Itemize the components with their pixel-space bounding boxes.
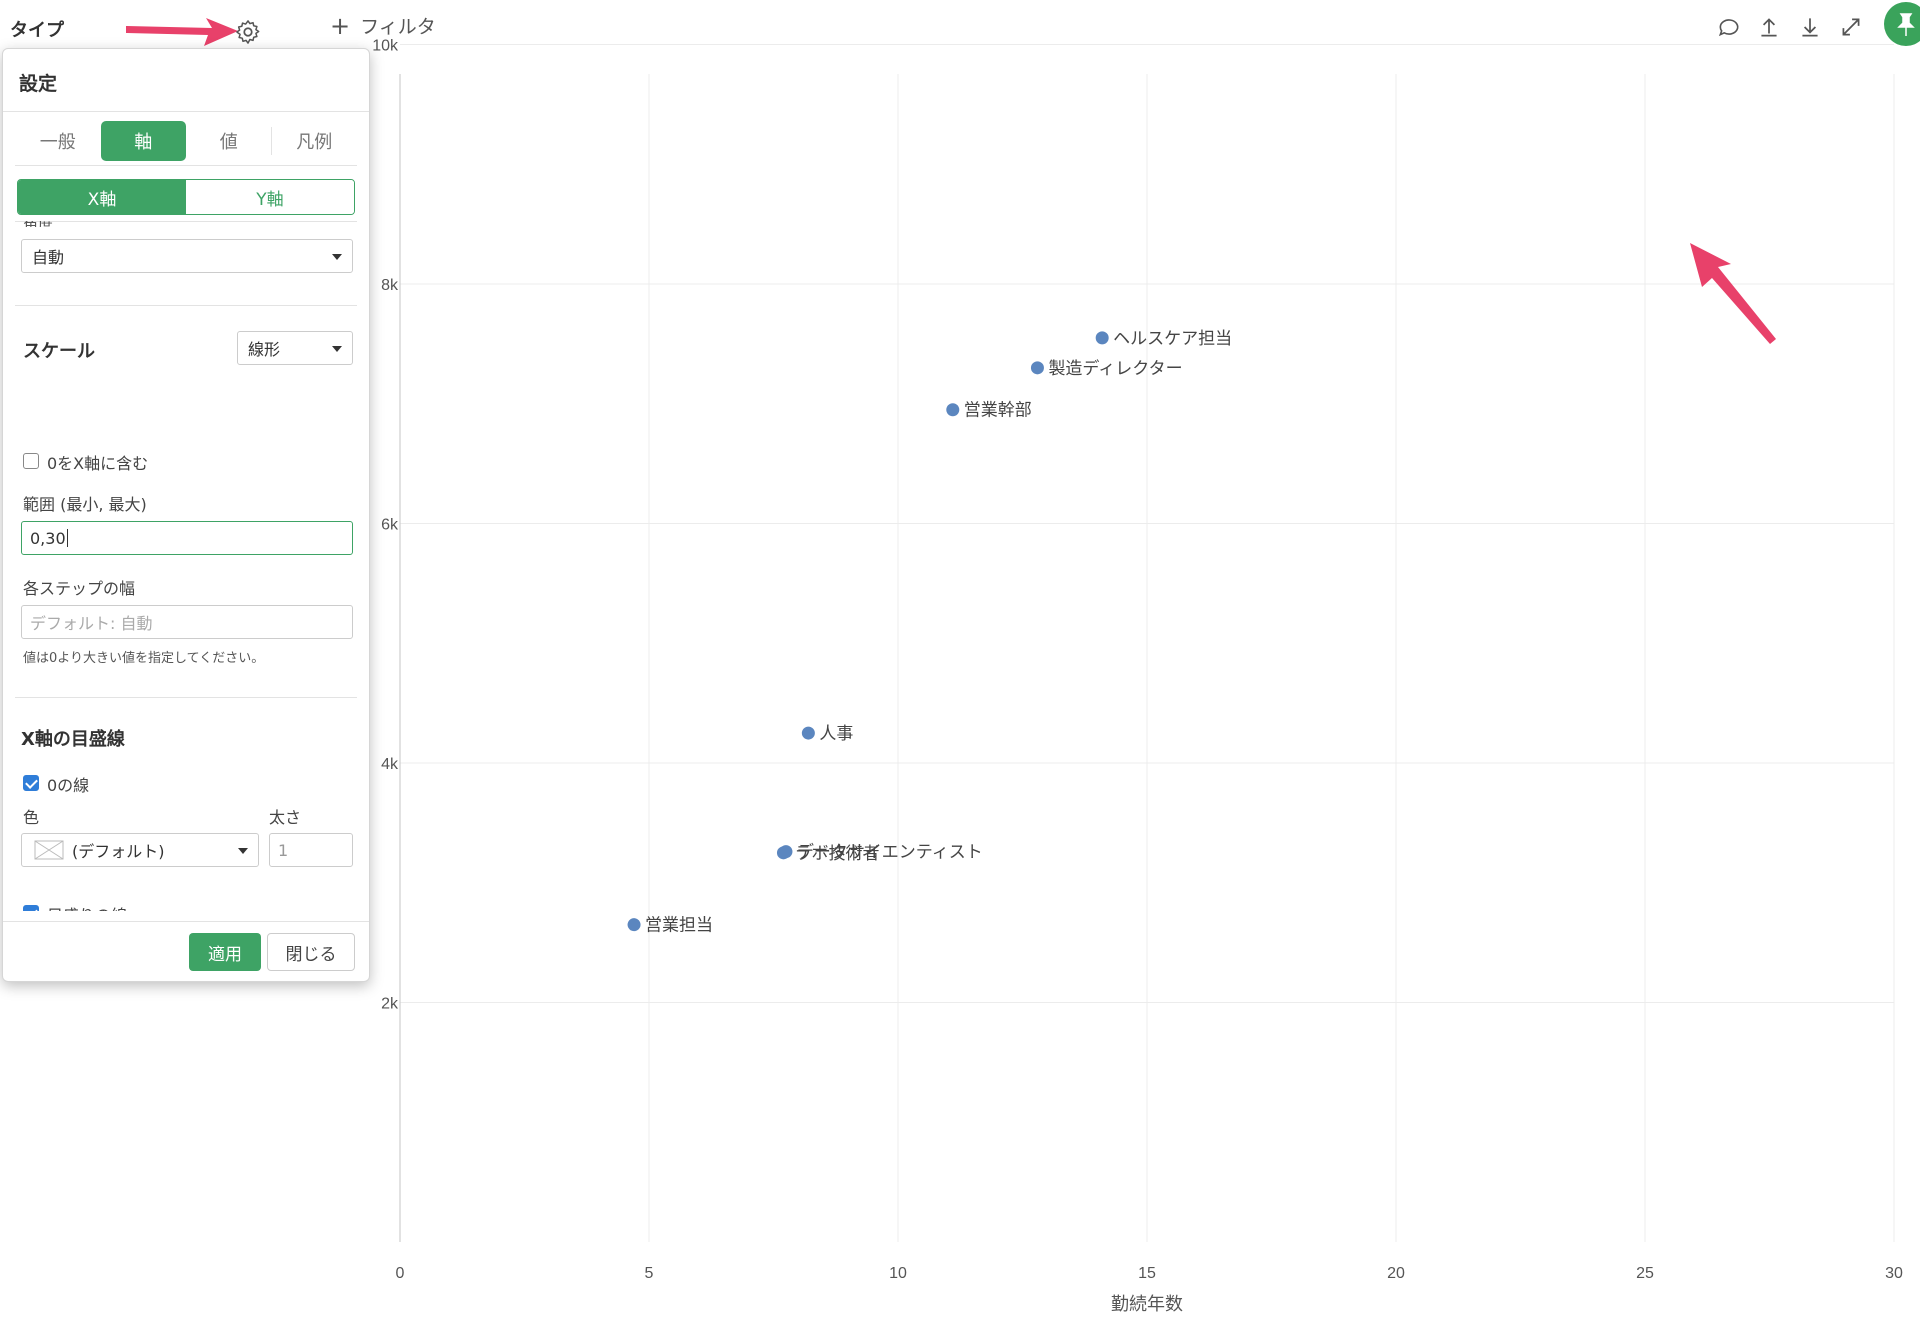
divider — [15, 697, 357, 698]
x-axis-title: 勤続年数 — [1111, 1294, 1183, 1315]
y-axis-toggle-label: Y軸 — [256, 189, 284, 210]
angle-select-value: 自動 — [32, 248, 65, 267]
y-axis-toggle-button[interactable]: Y軸 — [186, 180, 354, 214]
scale-select[interactable]: 線形 — [237, 331, 353, 365]
close-button[interactable]: 閉じる — [267, 933, 355, 971]
arrow-to-manager-point — [1690, 243, 1776, 344]
chart-type-label: タイプ — [10, 20, 64, 41]
x-axis-toggle-label: X軸 — [87, 189, 117, 210]
data-point-label: 営業幹部 — [964, 400, 1032, 421]
filter-label: フィルタ — [360, 16, 436, 38]
tab-general[interactable]: 一般 — [15, 121, 101, 161]
y-tick-label: 6k — [381, 517, 399, 534]
line-width-input[interactable]: 1 — [269, 833, 353, 867]
line-width-value: 1 — [278, 840, 289, 860]
y-tick-label: 10k — [372, 38, 399, 55]
chevron-down-icon — [332, 346, 342, 352]
arrow-to-gear — [126, 18, 238, 46]
divider — [3, 921, 369, 922]
angle-select[interactable]: 自動 — [21, 239, 353, 273]
zero-line-checkbox[interactable] — [23, 775, 39, 791]
data-point-label: 人事 — [819, 724, 853, 744]
y-tick-label: 4k — [381, 756, 399, 773]
color-select[interactable]: (デフォルト) — [21, 833, 259, 867]
data-point-label: 製造ディレクター — [1048, 358, 1182, 379]
y-tick-label: 8k — [381, 277, 399, 294]
axis-toggle: X軸 Y軸 — [17, 179, 355, 215]
expand-icon[interactable] — [1838, 14, 1864, 40]
data-points: マネージャーリサーチディレクターヘルスケア担当製造ディレクター営業幹部人事ラボ技… — [627, 329, 1232, 936]
step-hint: 値は0より大きい値を指定してください。 — [23, 651, 265, 666]
step-label: 各ステップの幅 — [23, 579, 136, 598]
pin-icon — [1897, 13, 1915, 36]
chevron-down-icon — [332, 254, 342, 260]
x-tick-label: 25 — [1636, 1265, 1654, 1282]
x-tick-label: 15 — [1138, 1265, 1156, 1282]
download-icon[interactable] — [1797, 14, 1823, 40]
scale-title: スケール — [23, 341, 95, 362]
divider — [15, 305, 357, 306]
step-input[interactable]: デフォルト: 自動 — [21, 605, 353, 639]
panel-title: 設定 — [19, 73, 58, 95]
range-label: 範囲 (最小, 最大) — [23, 495, 147, 514]
color-select-value: (デフォルト) — [72, 842, 165, 861]
divider — [3, 111, 369, 112]
include-zero-label: 0をX軸に含む — [47, 454, 149, 473]
y-tick-label: 2k — [381, 996, 399, 1013]
settings-tabs: 一般 軸 値 凡例 — [15, 121, 357, 161]
tab-general-label: 一般 — [39, 132, 76, 153]
x-tick-labels: 0 5 10 15 20 25 30 — [396, 1265, 1903, 1282]
data-point[interactable] — [779, 845, 793, 859]
gridlines-title: X軸の目盛線 — [21, 729, 125, 750]
tab-value[interactable]: 値 — [186, 121, 272, 161]
x-tick-label: 5 — [645, 1265, 654, 1282]
tab-value-label: 値 — [219, 132, 238, 153]
data-point[interactable] — [1030, 361, 1044, 375]
x-tick-label: 30 — [1885, 1265, 1903, 1282]
gear-icon[interactable] — [234, 18, 262, 46]
range-input[interactable]: 0,30 — [21, 521, 353, 555]
y-tick-labels: 2k4k6k8k10k12k14k16k18k — [372, 38, 399, 1013]
data-point-label: ヘルスケア担当 — [1113, 329, 1232, 349]
data-point-label: ラボ技術者 — [794, 844, 879, 864]
apply-button[interactable]: 適用 — [189, 933, 261, 971]
scale-select-value: 線形 — [248, 340, 281, 359]
divider — [15, 165, 357, 166]
divider — [15, 221, 357, 222]
x-tick-label: 10 — [889, 1265, 907, 1282]
color-label: 色 — [23, 808, 40, 827]
data-point[interactable] — [946, 403, 960, 417]
grid-lines — [399, 44, 1895, 1242]
chevron-down-icon — [238, 848, 248, 854]
plus-icon: + — [330, 11, 351, 40]
comment-icon[interactable] — [1716, 14, 1742, 40]
tick-line-label: 目盛りの線 — [47, 902, 127, 911]
tab-axis-label: 軸 — [134, 132, 153, 153]
upload-icon[interactable] — [1756, 14, 1782, 40]
settings-panel: 設定 一般 軸 値 凡例 X軸 Y軸 角度 自動 スケール 線形 0をX軸に含む… — [2, 48, 370, 982]
x-tick-label: 0 — [396, 1265, 405, 1282]
width-label: 太さ — [269, 808, 302, 827]
range-input-value: 0,30 — [30, 528, 66, 548]
color-swatch-icon — [34, 840, 64, 860]
settings-scroll-area[interactable]: 角度 自動 スケール 線形 0をX軸に含む 範囲 (最小, 最大) 0,30 各… — [3, 221, 369, 911]
step-input-placeholder: デフォルト: 自動 — [30, 614, 153, 633]
tick-line-checkbox[interactable] — [23, 905, 39, 911]
angle-label: 角度 — [23, 221, 53, 227]
text-cursor — [66, 529, 68, 547]
include-zero-checkbox[interactable] — [23, 453, 39, 469]
x-axis-toggle-button[interactable]: X軸 — [18, 180, 186, 214]
data-point-label: データサイエンティスト — [797, 842, 983, 863]
tab-legend[interactable]: 凡例 — [272, 121, 358, 161]
pin-button[interactable] — [1884, 2, 1920, 46]
data-point[interactable] — [1095, 331, 1109, 345]
x-tick-label: 20 — [1387, 1265, 1405, 1282]
add-filter-button[interactable]: + フィルタ — [330, 12, 436, 39]
zero-line-label: 0の線 — [47, 776, 90, 795]
tab-legend-label: 凡例 — [296, 132, 333, 153]
data-point[interactable] — [627, 918, 641, 932]
data-point[interactable] — [801, 726, 815, 740]
data-point-label: 営業担当 — [645, 916, 713, 936]
tab-axis[interactable]: 軸 — [100, 121, 186, 161]
